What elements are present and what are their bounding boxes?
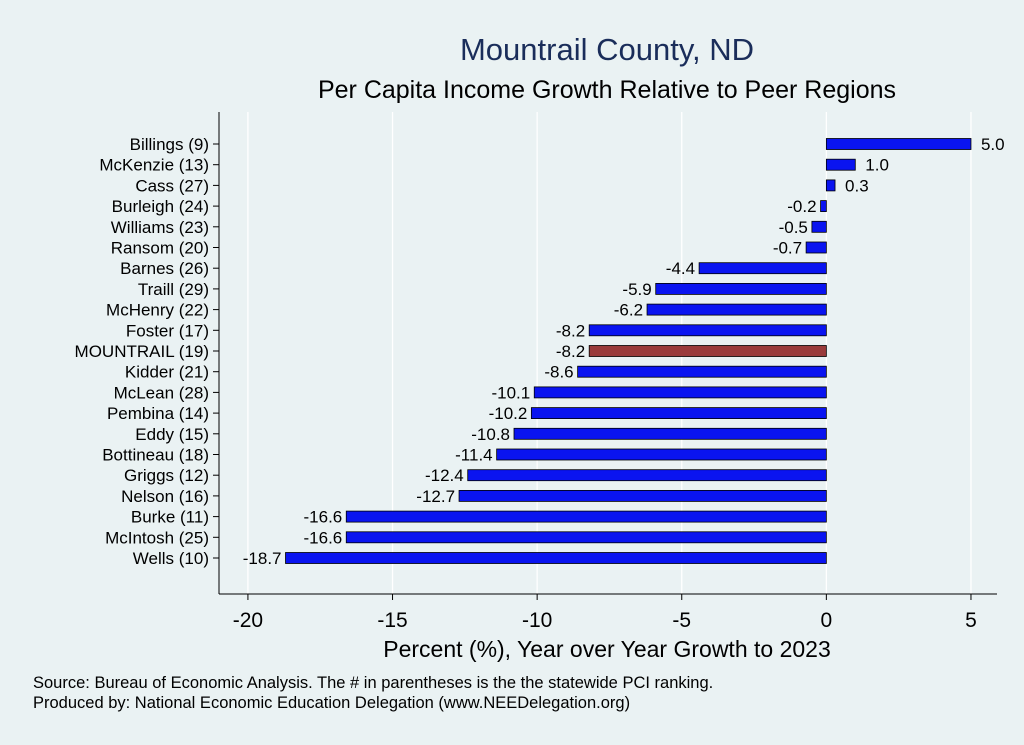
category-label: Burke (11) (131, 508, 209, 527)
category-label: MOUNTRAIL (19) (75, 342, 209, 361)
bar (533, 386, 827, 399)
category-label: Wells (10) (133, 549, 209, 568)
value-label: -4.4 (666, 259, 695, 278)
category-label: Kidder (21) (125, 363, 209, 382)
value-label: -12.7 (416, 487, 455, 506)
value-label: -0.2 (787, 197, 816, 216)
x-tick-label: 5 (965, 609, 977, 632)
category-label: Barnes (26) (120, 259, 209, 278)
category-label: McLean (28) (114, 383, 209, 402)
source-note: Source: Bureau of Economic Analysis. The… (33, 674, 713, 692)
value-label: -5.9 (622, 280, 651, 299)
axes (213, 112, 997, 600)
value-label: -18.7 (243, 549, 282, 568)
value-label: -10.1 (491, 383, 530, 402)
category-label: Cass (27) (135, 176, 209, 195)
bar (588, 324, 827, 337)
bar (825, 179, 836, 192)
value-label: -16.6 (304, 508, 343, 527)
value-label: 5.0 (981, 135, 1005, 154)
value-label: -16.6 (304, 528, 343, 547)
bar (811, 220, 827, 233)
bar (285, 552, 827, 564)
bar (496, 448, 827, 461)
category-label: Ransom (20) (111, 239, 209, 258)
value-label: -10.2 (489, 404, 528, 423)
value-label: -10.8 (471, 425, 510, 444)
bar (467, 469, 827, 482)
bar (655, 282, 827, 295)
category-label: Bottineau (18) (102, 446, 209, 465)
value-label: -8.2 (556, 342, 585, 361)
category-label: Griggs (12) (124, 466, 209, 485)
value-labels: 5.0 1.00.3 -0.2 -0.5 -0.7 -4.4 -5.9 -6.2 -8.2 -8.… (243, 135, 1005, 568)
bar (458, 489, 827, 502)
value-label: -0.5 (779, 218, 808, 237)
x-axis-title: Percent (%), Year over Year Growth to 20… (383, 636, 831, 662)
category-label: McIntosh (25) (105, 528, 209, 547)
bar (345, 531, 827, 544)
category-label: Foster (17) (126, 321, 209, 340)
bar (530, 407, 827, 420)
bar (588, 345, 827, 357)
category-label: Eddy (15) (135, 425, 209, 444)
category-label: Billings (9) (130, 135, 209, 154)
category-label: Williams (23) (111, 218, 209, 237)
category-label: Nelson (16) (121, 487, 209, 506)
value-label: -8.6 (544, 363, 573, 382)
x-tick-label: -20 (233, 609, 263, 632)
x-tick-label: -5 (672, 609, 691, 632)
value-label: 1.0 (865, 156, 889, 175)
value-label: -6.2 (614, 301, 643, 320)
bar (820, 200, 827, 213)
produced-by-note: Produced by: National Economic Education… (33, 694, 630, 712)
x-tick-label: -10 (522, 609, 552, 632)
chart-title: Mountrail County, ND (460, 32, 754, 67)
category-labels: Billings (9) McKenzie (13)Cass (27) Burlei… (75, 135, 209, 568)
bar (646, 303, 827, 316)
bar (805, 241, 827, 254)
bars (285, 138, 972, 564)
value-label: -0.7 (773, 239, 802, 258)
bar (345, 510, 827, 523)
category-label: Burleigh (24) (112, 197, 209, 216)
category-label: Traill (29) (138, 280, 209, 299)
value-label: -11.4 (455, 446, 493, 465)
category-label: McHenry (22) (106, 301, 209, 320)
bar (577, 365, 827, 378)
x-tick-label: 0 (821, 609, 833, 632)
value-label: -12.4 (425, 466, 464, 485)
chart-subtitle: Per Capita Income Growth Relative to Pee… (318, 76, 896, 104)
bar (513, 427, 827, 440)
x-tick-labels: -20 -15 -10 -5 0 5 (233, 609, 977, 632)
category-label: McKenzie (13) (99, 156, 209, 175)
value-label: 0.3 (845, 176, 869, 195)
bar (698, 262, 827, 275)
category-label: Pembina (14) (107, 404, 209, 423)
bar (825, 158, 856, 171)
bar (825, 138, 972, 150)
x-tick-label: -15 (377, 609, 407, 632)
value-label: -8.2 (556, 321, 585, 340)
